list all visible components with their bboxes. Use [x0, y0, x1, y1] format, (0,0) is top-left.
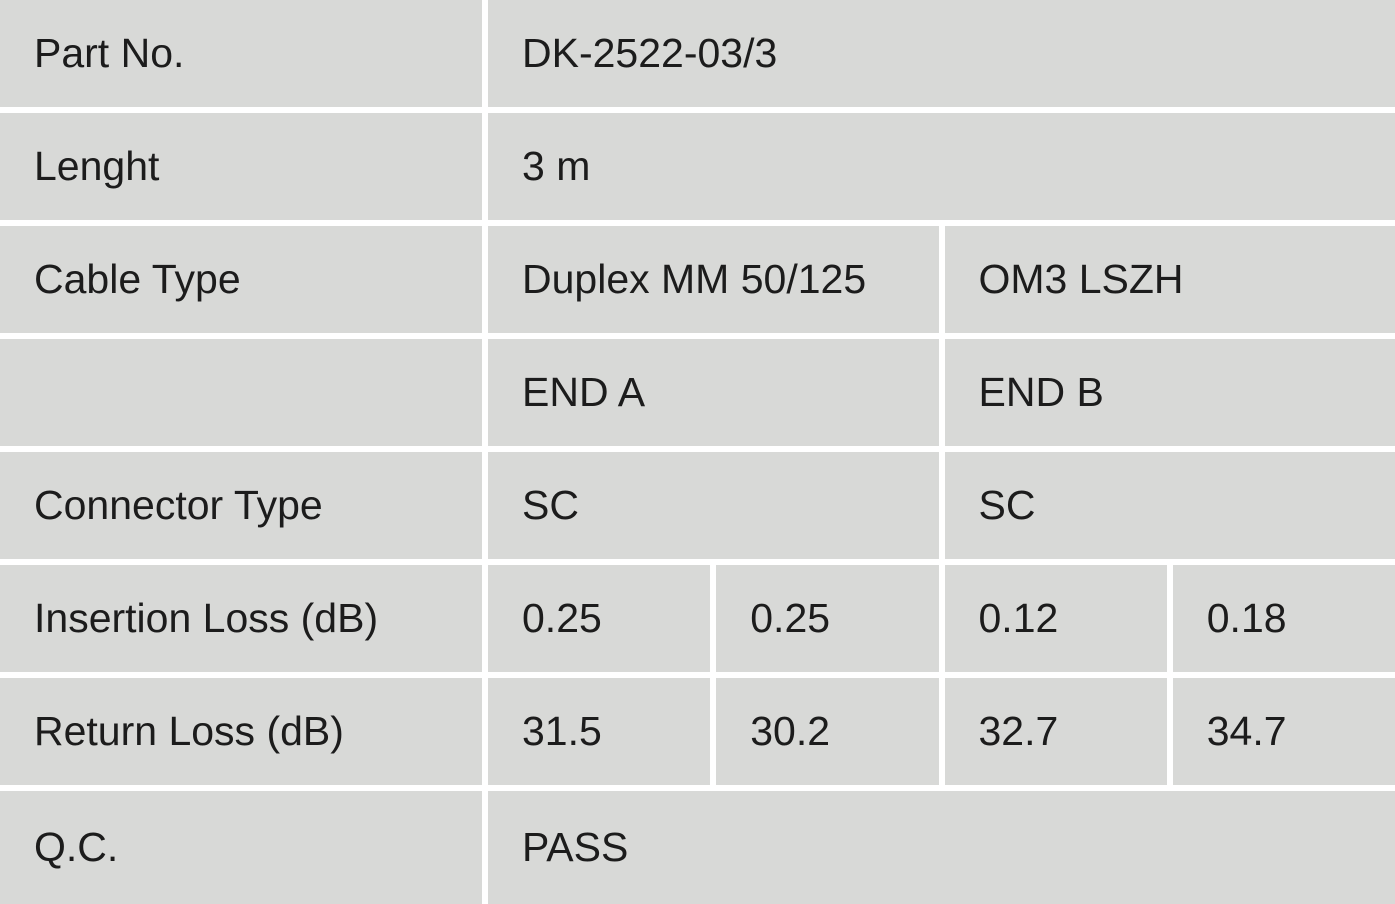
- row-value: 0.18: [1172, 565, 1395, 672]
- row-value: 0.12: [944, 565, 1167, 672]
- row-label: Cable Type: [0, 226, 482, 333]
- row-value: 34.7: [1172, 678, 1395, 785]
- row-label: Part No.: [0, 0, 482, 107]
- row-value: PASS: [488, 791, 1395, 904]
- row-value: 32.7: [944, 678, 1167, 785]
- row-label: Q.C.: [0, 791, 482, 904]
- row-value: 30.2: [716, 678, 939, 785]
- row-value: SC: [488, 452, 939, 559]
- row-label: [0, 339, 482, 446]
- row-label: Return Loss (dB): [0, 678, 482, 785]
- row-value: 0.25: [488, 565, 711, 672]
- row-value: SC: [944, 452, 1395, 559]
- row-value: 3 m: [488, 113, 1395, 220]
- row-label: Connector Type: [0, 452, 482, 559]
- row-label: Insertion Loss (dB): [0, 565, 482, 672]
- row-value: END A: [488, 339, 939, 446]
- row-label: Lenght: [0, 113, 482, 220]
- row-value: END B: [944, 339, 1395, 446]
- row-value: 31.5: [488, 678, 711, 785]
- row-value: 0.25: [716, 565, 939, 672]
- row-value: Duplex MM 50/125: [488, 226, 939, 333]
- row-value: DK-2522-03/3: [488, 0, 1395, 107]
- row-value: OM3 LSZH: [944, 226, 1395, 333]
